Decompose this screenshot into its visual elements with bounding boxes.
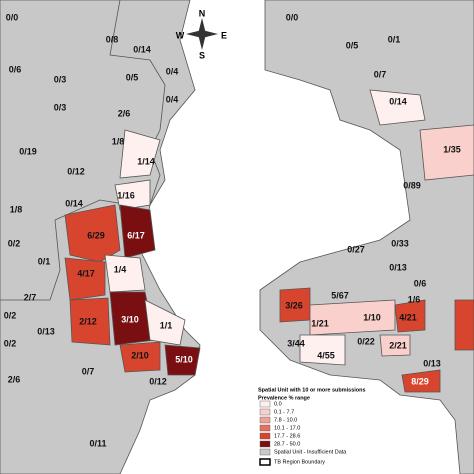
region-label: 1/10 [363,312,381,322]
legend-label: 0.1 - 7.7 [274,409,294,415]
region-label: 0/0 [286,12,299,22]
region-label: 0/7 [82,366,95,376]
region-label: 0/13 [37,326,55,336]
region-label: 5/10 [175,354,193,364]
region-label: 0/1 [388,34,401,44]
legend-swatch [259,458,271,466]
region-label: 0/3 [54,102,67,112]
right-map: 0/0 0/1 0/5 0/7 0/14 1/35 0/89 0/33 0/27 0/13 0/6 5… [259,0,474,474]
region-label: 0/11 [89,438,106,448]
region-label: 0/2 [4,310,17,320]
region-label: 4/17 [77,268,95,278]
region-label: 1/8 [10,204,23,214]
legend-label: 17.7 - 28.6 [274,433,300,439]
region-label: 0/2 [4,338,17,348]
compass-w: W [176,30,185,40]
region-label: 0/14 [65,198,83,208]
legend-swatch [259,432,271,440]
legend-label: TB Region Boundary [274,459,325,465]
region-label: 2/7 [24,292,37,302]
region-label: 4/55 [317,350,335,360]
legend-label: 10.1 - 17.0 [274,425,300,431]
region-label: 3/44 [287,338,305,348]
legend-title: Spatial Unit with 10 or more submissions [258,387,366,393]
legend-swatch [259,408,271,416]
legend-label: Spatial Unit - Insufficient Data [274,449,347,455]
region-label: 3/26 [285,300,303,310]
region-label: 0/4 [166,94,179,104]
region-label: 4/21 [399,312,417,322]
region-label: 0/2 [8,238,21,248]
region-label: 1/14 [137,156,155,166]
region-label: 1/8 [112,136,125,146]
legend-background [254,384,374,472]
region-label: 0/5 [126,72,139,82]
region-label: 2/6 [118,108,131,118]
compass-e: E [221,30,227,40]
region-label: 0/22 [357,336,375,346]
region-label: 0/33 [391,238,409,248]
region-label: 0/12 [67,166,85,176]
region-label: 6/17 [127,230,145,240]
region-label: 2/10 [131,350,149,360]
region-label: 0/8 [106,34,119,44]
region-label: 0/5 [346,40,359,50]
legend-swatch [259,440,271,448]
region-label: 0/12 [149,376,167,386]
legend: Spatial Unit with 10 or more submissions… [254,384,374,472]
legend-swatch [259,400,271,408]
region-label: 0/13 [389,262,407,272]
region-label: 0/4 [166,66,179,76]
region-label: 5/67 [331,290,349,300]
region-label: 8/29 [411,376,429,386]
region-label: 2/6 [8,374,21,384]
legend-swatch [259,424,271,432]
legend-label: 28.7 - 50.0 [274,441,300,447]
region-label: 2/12 [79,316,97,326]
region-label: 0/14 [389,96,407,106]
region-label: 0/13 [423,358,441,368]
region-label: 1/16 [117,190,135,200]
legend-label: 7.8 - 10.0 [274,417,297,423]
legend-subtitle: Prevalence % range [258,395,310,401]
region-label: 1/6 [408,294,421,304]
region-label: 0/89 [403,180,421,190]
region-label: 1/1 [160,320,173,330]
region-label: 0/6 [414,278,427,288]
region-label: 0/7 [374,69,387,79]
region-label: 0/27 [347,244,365,254]
region-label: 0/0 [6,12,19,22]
compass-n: N [199,8,206,18]
region-label: 0/3 [54,74,67,84]
left-map: 0/0 0/6 0/8 0/14 0/3 0/5 0/4 0/4 2/6 0/3 1/8 0/19 1/… [0,0,201,474]
legend-swatch [259,416,271,424]
legend-swatch [259,448,271,456]
region-label: 3/10 [121,314,139,324]
compass-s: S [199,50,205,60]
region-label: 1/21 [311,318,329,328]
region-label: 2/21 [389,340,407,350]
region-label: 1/35 [443,144,461,154]
region-label: 0/14 [133,44,151,54]
region-label: 0/1 [38,256,51,266]
region-label: 1/4 [114,264,127,274]
region-label: 0/19 [19,146,37,156]
legend-label: 0.0 [274,401,282,407]
region-label: 0/6 [9,64,22,74]
compass: N E S W [176,8,227,60]
region-label: 6/29 [87,230,105,240]
